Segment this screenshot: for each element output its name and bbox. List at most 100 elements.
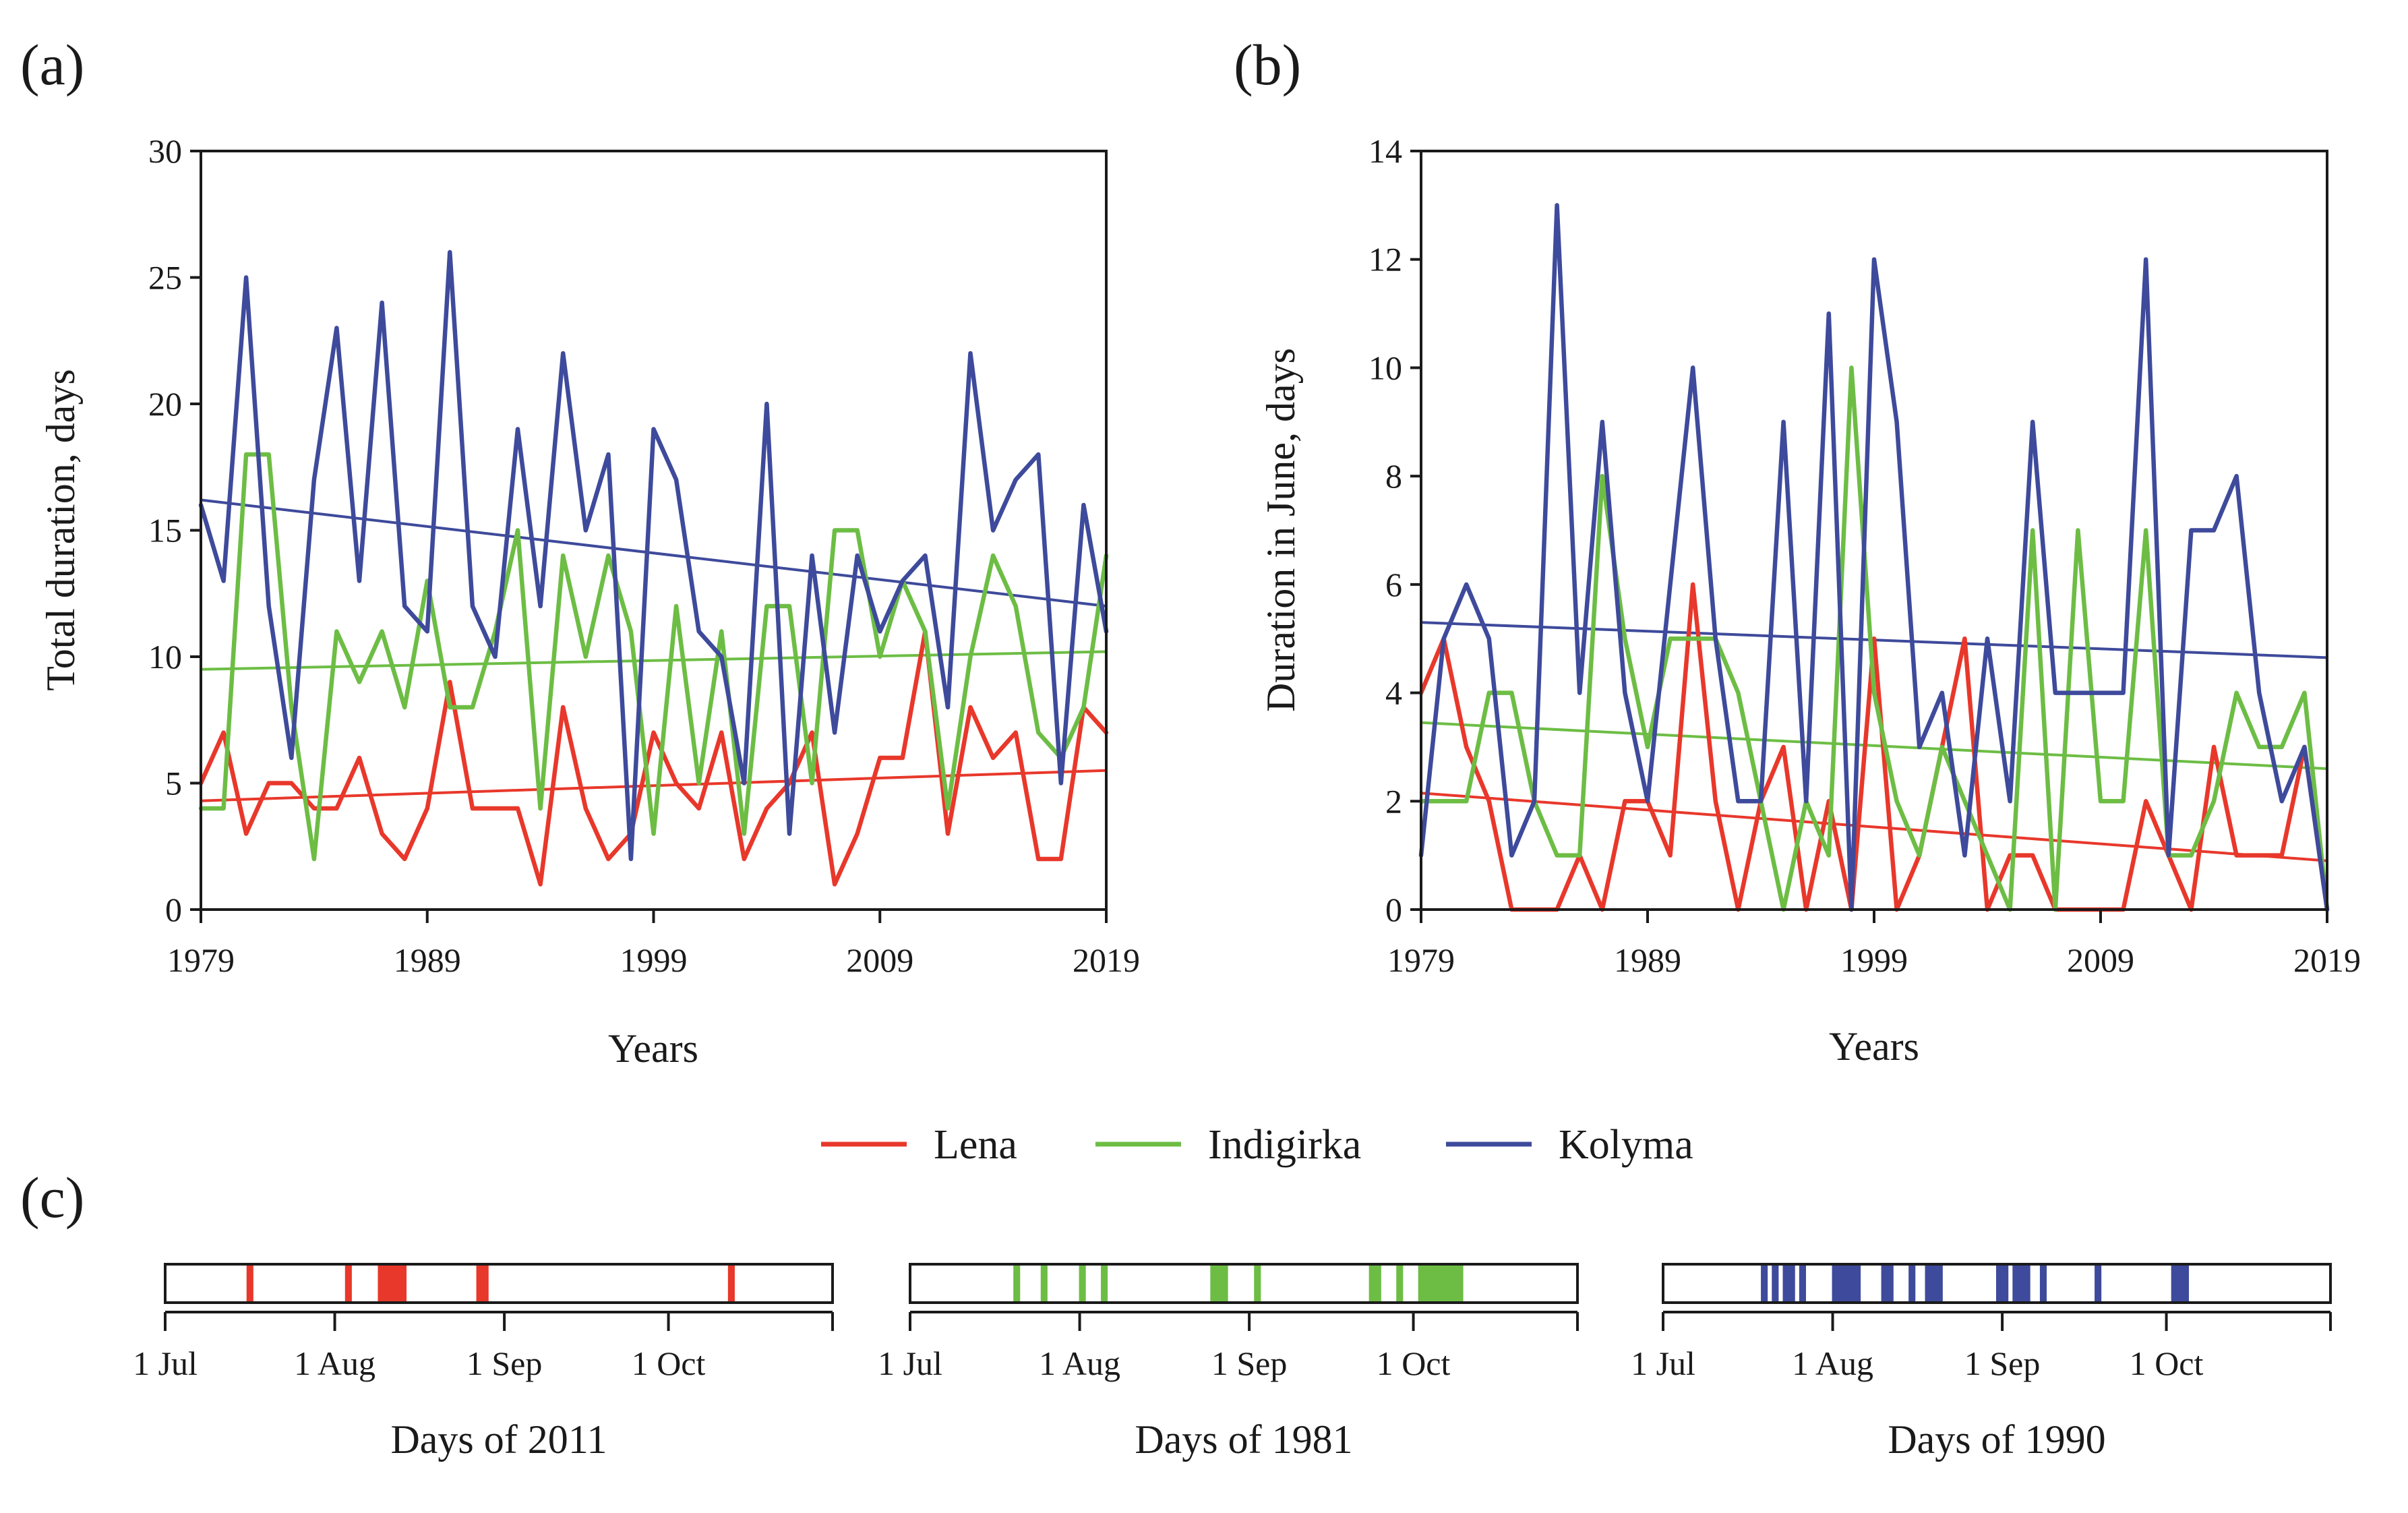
c2-event-day-84: [1368, 1264, 1376, 1303]
panel-a-series: [198, 249, 1109, 887]
panel-b-point-kolyma-2008: [2076, 691, 2080, 695]
panel-b-point-kolyma-1993: [1736, 799, 1740, 803]
c2-event-day-24: [1040, 1264, 1048, 1303]
panel-a-point-lena-2002: [719, 731, 723, 735]
panel-a-point-lena-1990: [448, 680, 452, 684]
panel-b-points-lena: [1419, 583, 2329, 912]
c2-event-day-35: [1101, 1264, 1108, 1303]
panel-b-x-tick-label-2019: 2019: [2293, 941, 2361, 979]
panel-b-point-kolyma-2016: [2257, 691, 2261, 695]
panel-a-point-kolyma-2015: [1014, 478, 1018, 482]
panel-a-point-lena-2008: [855, 832, 860, 836]
panel-a-point-kolyma-2003: [742, 781, 746, 785]
panel-a-series-indigirka: [198, 452, 1109, 862]
panel-b-point-lena-2011: [2144, 799, 2148, 803]
panel-b-y-tick-label-12: 12: [1368, 241, 1402, 278]
panel-a-point-indigirka-1994: [539, 806, 543, 810]
panel-b-point-lena-1995: [1782, 745, 1786, 749]
panel-b-x-tick-label-2009: 2009: [2067, 941, 2134, 979]
panel-a-point-lena-2006: [810, 731, 814, 735]
panel-b-point-lena-1982: [1487, 799, 1491, 803]
panel-b-point-kolyma-2015: [2235, 474, 2239, 478]
panel-b-point-lena-2006: [2030, 854, 2035, 858]
panel-b-point-kolyma-1997: [1827, 312, 1831, 316]
c3-event-day-65: [2018, 1264, 2025, 1303]
panel-b-point-indigirka-1981: [1464, 799, 1468, 803]
panel-b-point-indigirka-2015: [2235, 691, 2239, 695]
panel-a-point-indigirka-2008: [855, 529, 860, 533]
panel-a-point-kolyma-1985: [334, 326, 338, 330]
c3-event-day-20: [1772, 1264, 1779, 1303]
panel-b-point-indigirka-2010: [2121, 799, 2126, 803]
panel-a-point-lena-1980: [222, 731, 226, 735]
panel-b-y-tick-label-0: 0: [1385, 891, 1402, 928]
panel-b-point-indigirka-2008: [2076, 529, 2080, 533]
panel-a-point-indigirka-1999: [652, 832, 656, 836]
panel-b-x-axis-title: Years: [1829, 1024, 1919, 1069]
panel-b-point-lena-1992: [1714, 799, 1718, 803]
c3-event-day-23: [1788, 1264, 1795, 1303]
panel-b-point-indigirka-2003: [1962, 799, 1966, 803]
panel-b-point-indigirka-2006: [2030, 529, 2035, 533]
timeline-2011: 1 Jul 1 Aug 1 Sep 1 Oct Days of 2011: [133, 1263, 834, 1462]
panel-b-point-indigirka-2017: [2280, 745, 2284, 749]
c1-event-day-15: [246, 1264, 253, 1303]
panel-a-point-indigirka-1988: [402, 705, 407, 709]
panel-b-x-tick-label-1999: 1999: [1840, 941, 1908, 979]
panel-a-point-lena-1987: [380, 832, 384, 836]
panel-b-trend-indigirka: [1420, 721, 2328, 771]
panel-b-point-kolyma-2000: [1895, 420, 1899, 424]
panel-b-point-lena-1999: [1872, 636, 1876, 641]
c2-tick-label-1-jul: 1 Jul: [878, 1344, 942, 1382]
panel-b-trend-lena: [1420, 792, 2328, 862]
panel-a-point-indigirka-2003: [742, 832, 746, 836]
panel-a-point-kolyma-1981: [244, 276, 248, 280]
panel-b-point-kolyma-2004: [1985, 636, 1989, 641]
panel-a-point-indigirka-2012: [946, 806, 950, 810]
panel-a-point-kolyma-2012: [946, 705, 950, 709]
panel-a-point-lena-1986: [357, 756, 361, 760]
panel-a-x-tick-label-1999: 1999: [620, 941, 688, 979]
panel-a-point-kolyma-1990: [448, 250, 452, 254]
panel-a-x-tick-label-2009: 2009: [846, 941, 913, 979]
panel-b-point-lena-1988: [1623, 799, 1627, 803]
legend-item-lena: Lena: [821, 1122, 1017, 1168]
panel-b-point-indigirka-1986: [1577, 854, 1582, 858]
panel-a-point-kolyma-2017: [1059, 781, 1063, 785]
panel-a-point-kolyma-2014: [991, 529, 995, 533]
panel-a-y-tick-label-0: 0: [165, 891, 182, 928]
panel-a-point-lena-2012: [946, 832, 950, 836]
panel-a-y-tick-label-20: 20: [148, 385, 182, 423]
panel-a-ticks: 0 5 10 15 20 25 30 1979 1989 1999 2009 2019: [148, 132, 1140, 979]
panel-b-point-lena-2003: [1962, 636, 1966, 641]
panel-a-point-kolyma-2000: [674, 478, 678, 482]
panel-a-point-indigirka-1981: [244, 452, 248, 456]
c3-event-day-62: [2001, 1264, 2009, 1303]
c2-event-day-57: [1221, 1264, 1228, 1303]
c3-event-day-79: [2095, 1264, 2102, 1303]
panel-b-y-tick-label-10: 10: [1368, 349, 1402, 386]
panel-a-point-indigirka-1990: [448, 705, 452, 709]
panel-b-point-indigirka-1999: [1872, 691, 1876, 695]
c1-event-day-42: [394, 1264, 401, 1303]
panel-a-y-tick-label-10: 10: [148, 638, 182, 676]
timeline-1981: 1 Jul 1 Aug 1 Sep 1 Oct Days of 1981: [878, 1263, 1579, 1462]
panel-a-point-kolyma-2005: [787, 832, 791, 836]
panel-b-point-lena-2017: [2280, 854, 2284, 858]
c3-event-day-41: [1886, 1264, 1894, 1303]
c1-event-day-58: [481, 1264, 489, 1303]
panel-a-point-indigirka-1993: [516, 529, 520, 533]
panel-b-point-indigirka-1989: [1646, 745, 1650, 749]
panel-a-point-kolyma-2008: [855, 554, 860, 558]
c2-event-day-55: [1210, 1264, 1217, 1303]
panel-a-point-indigirka-1991: [471, 705, 475, 709]
c3-event-day-40: [1881, 1264, 1888, 1303]
panel-a-point-indigirka-2016: [1036, 731, 1040, 735]
panel-a-point-lena-1991: [471, 806, 475, 810]
c3-event-day-32: [1837, 1264, 1844, 1303]
panel-a-point-indigirka-2013: [969, 655, 973, 659]
panel-a-point-indigirka-2007: [833, 529, 837, 533]
c1-event-day-43: [399, 1264, 407, 1303]
c1-event-day-41: [388, 1264, 396, 1303]
